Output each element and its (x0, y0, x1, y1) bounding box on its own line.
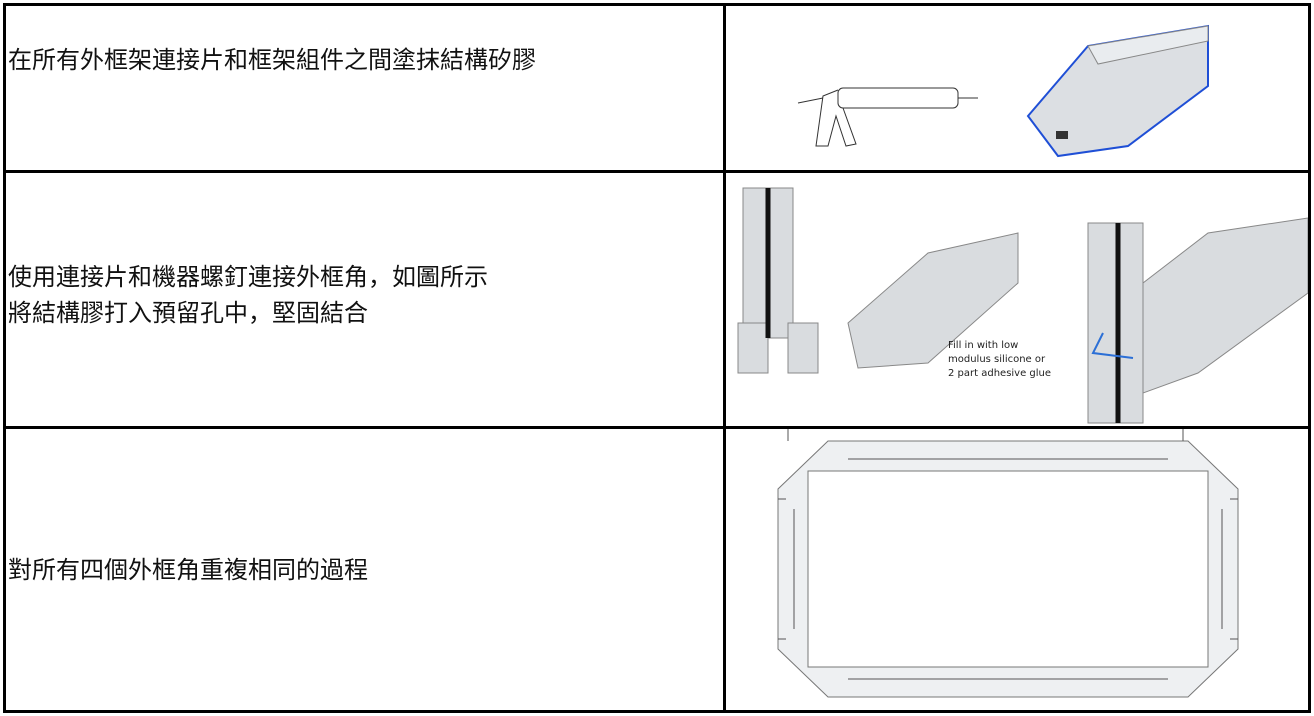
frame-illustration (777, 429, 1239, 698)
sealant-illustration (797, 24, 1209, 158)
instruction: 對所有四個外框角重複相同的過程 (8, 555, 368, 584)
image-caption: modulus silicone or (948, 354, 1046, 365)
row-divider (6, 170, 1308, 173)
image-caption: 2 part adhesive glue (948, 368, 1051, 379)
row-divider (6, 426, 1308, 429)
row-text: 在所有外框架連接片和框架組件之間塗抹結構矽膠 (8, 6, 718, 170)
image-caption: Fill in with low (948, 340, 1018, 351)
row-text: 對所有四個外框角重複相同的過程 (8, 429, 718, 710)
row-text: 使用連接片和機器螺釘連接外框角，如圖所示 將結構膠打入預留孔中，堅固結合 (8, 173, 718, 426)
instruction: 將結構膠打入預留孔中，堅固結合 (8, 298, 368, 327)
column-divider (723, 6, 726, 710)
table: 在所有外框架連接片和框架組件之間塗抹結構矽膠 使用連接片和機器螺釘連接外框角，如… (3, 3, 1311, 713)
gasket (1056, 131, 1068, 139)
corner-assembly-illustration: Fill in with low modulus silicone or 2 p… (737, 187, 1308, 424)
instruction: 使用連接片和機器螺釘連接外框角，如圖所示 (8, 262, 488, 291)
instruction: 在所有外框架連接片和框架組件之間塗抹結構矽膠 (8, 46, 536, 74)
